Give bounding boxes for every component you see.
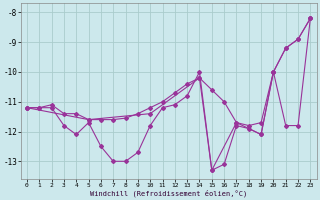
X-axis label: Windchill (Refroidissement éolien,°C): Windchill (Refroidissement éolien,°C) [90, 189, 247, 197]
